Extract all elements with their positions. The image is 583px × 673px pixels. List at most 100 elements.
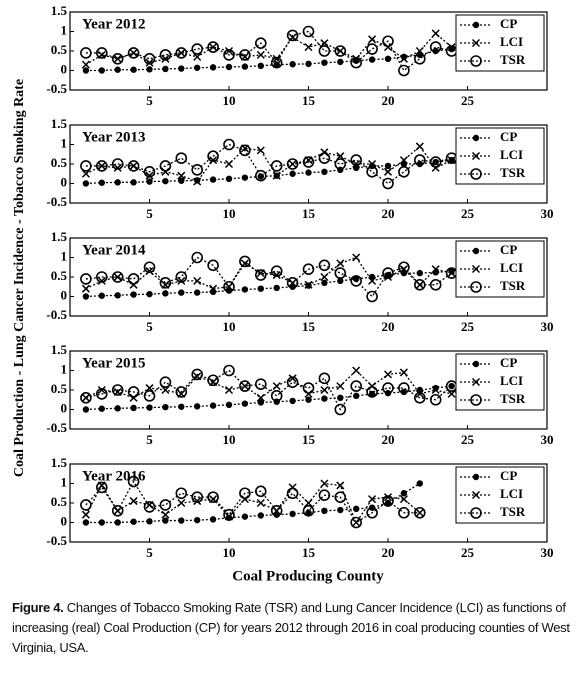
- marker: [353, 392, 360, 400]
- marker: [383, 167, 393, 176]
- series-line: [85, 369, 484, 411]
- marker: [223, 138, 235, 151]
- marker: [302, 25, 315, 38]
- marker: [240, 382, 249, 391]
- marker: [143, 52, 156, 65]
- marker: [146, 178, 153, 185]
- marker: [368, 35, 377, 44]
- marker: [383, 272, 393, 282]
- marker: [178, 403, 185, 410]
- marker-stroke: [431, 265, 440, 274]
- marker: [382, 382, 394, 394]
- panel-title: Year 2013: [82, 129, 145, 145]
- marker: [162, 177, 169, 185]
- marker: [413, 154, 426, 166]
- marker-stroke: [304, 498, 313, 508]
- marker: [304, 43, 313, 52]
- marker: [321, 279, 328, 287]
- marker-stroke: [209, 156, 218, 165]
- x-tick-label: 30: [541, 319, 554, 334]
- series-line: [85, 480, 420, 524]
- marker: [223, 364, 235, 377]
- marker: [191, 251, 203, 264]
- marker: [383, 370, 393, 379]
- x-tick-label: 15: [302, 206, 316, 221]
- marker: [270, 160, 283, 172]
- marker: [366, 43, 378, 55]
- marker: [257, 62, 264, 70]
- y-tick-label: 0.5: [51, 381, 68, 396]
- legend-label: CP: [500, 355, 517, 370]
- y-tick-label: -0.5: [46, 81, 67, 96]
- y-tick-label: 1: [61, 248, 68, 263]
- x-tick-label: 15: [302, 545, 316, 560]
- legend-marker: [472, 473, 480, 481]
- marker: [334, 491, 347, 503]
- marker: [288, 374, 297, 383]
- marker: [302, 382, 315, 394]
- marker-stroke: [336, 259, 345, 268]
- series-line: [85, 32, 468, 66]
- marker: [353, 275, 360, 283]
- legend-label: LCI: [500, 486, 523, 501]
- marker: [145, 58, 154, 67]
- marker: [382, 35, 394, 48]
- marker: [127, 160, 140, 172]
- marker-stroke: [256, 498, 265, 508]
- marker-stroke: [471, 38, 481, 48]
- marker: [159, 376, 172, 389]
- marker: [289, 61, 296, 68]
- x-tick-label: 10: [223, 93, 236, 108]
- marker-stroke: [240, 382, 249, 391]
- marker: [368, 495, 377, 504]
- marker: [194, 403, 201, 410]
- y-tick-label: 0: [61, 513, 68, 528]
- legend-label: TSR: [500, 391, 526, 406]
- marker: [318, 489, 331, 502]
- marker: [254, 169, 267, 182]
- x-tick-label: 10: [223, 319, 236, 334]
- marker: [368, 276, 377, 285]
- marker: [191, 164, 203, 176]
- marker-stroke: [399, 368, 408, 377]
- marker: [350, 380, 363, 392]
- marker: [270, 265, 283, 277]
- marker: [225, 401, 233, 409]
- marker: [398, 166, 410, 178]
- x-tick-label: 5: [146, 93, 153, 108]
- marker-stroke: [336, 46, 345, 56]
- marker: [431, 265, 440, 274]
- legend-marker: [470, 394, 482, 406]
- y-tick-label: 0: [61, 174, 68, 189]
- legend-label: TSR: [500, 52, 526, 67]
- marker-stroke: [145, 267, 154, 276]
- marker-stroke: [256, 50, 265, 59]
- x-tick-label: 5: [146, 545, 153, 560]
- marker: [129, 280, 138, 289]
- x-tick-label: 25: [461, 319, 475, 334]
- marker: [336, 46, 345, 56]
- marker: [273, 284, 280, 292]
- marker: [129, 497, 138, 506]
- marker: [415, 389, 424, 398]
- marker: [352, 366, 361, 375]
- marker: [368, 382, 377, 391]
- marker-stroke: [113, 163, 122, 172]
- marker: [288, 483, 297, 492]
- marker-stroke: [224, 46, 234, 56]
- marker: [350, 275, 363, 287]
- marker-stroke: [209, 43, 218, 52]
- marker: [429, 41, 442, 53]
- x-tick-label: 10: [223, 432, 236, 447]
- marker: [318, 152, 331, 164]
- series-line: [85, 482, 421, 524]
- marker: [82, 406, 90, 413]
- marker-stroke: [352, 366, 361, 375]
- marker: [272, 54, 281, 63]
- marker-stroke: [383, 370, 393, 379]
- marker-stroke: [256, 393, 265, 402]
- series-line: [85, 256, 484, 290]
- panel-title: Year 2014: [82, 242, 146, 258]
- marker: [207, 374, 219, 387]
